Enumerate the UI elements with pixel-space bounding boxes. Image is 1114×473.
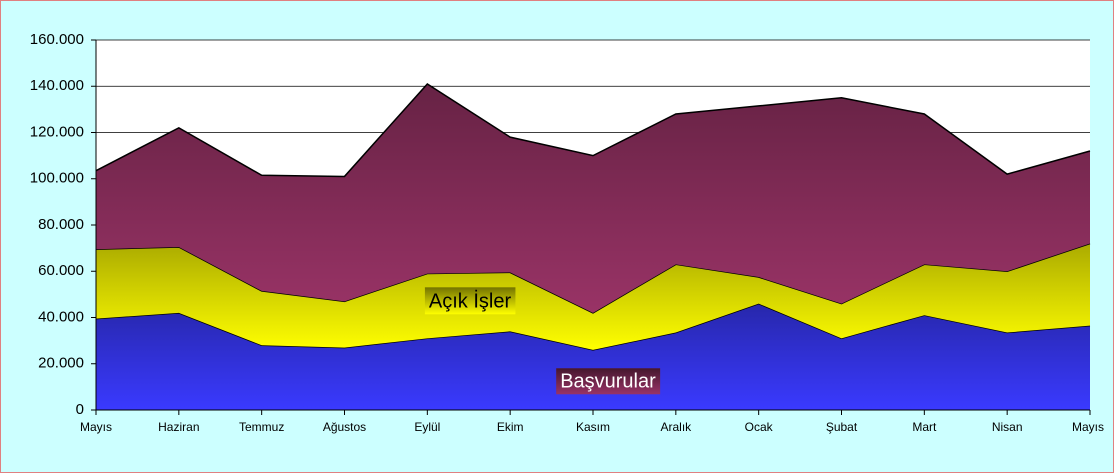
x-tick-label: Mayıs (1072, 420, 1104, 434)
x-tick-label: Ağustos (323, 420, 366, 434)
area-shade (96, 83, 1090, 313)
y-tick-label: 60.000 (38, 262, 84, 279)
x-tick-label: Şubat (826, 420, 858, 434)
area-line (95, 82, 1091, 178)
area-shade (96, 303, 1090, 410)
y-tick-label: 160.000 (30, 31, 84, 48)
y-tick-label: 100.000 (30, 170, 84, 187)
y-tick-label: 40.000 (38, 308, 84, 325)
series-label: Açık İşler (429, 289, 512, 312)
x-tick-label: Kasım (576, 420, 610, 434)
y-tick-label: 80.000 (38, 216, 84, 233)
y-tick-label: 20.000 (38, 355, 84, 372)
series-label-box-shade (556, 368, 661, 395)
x-tick-label: Mayıs (80, 420, 112, 434)
x-tick-label: Mart (912, 420, 937, 434)
y-tick-label: 0 (76, 401, 84, 418)
y-tick-label: 120.000 (30, 123, 84, 140)
y-tick-label: 140.000 (30, 77, 84, 94)
x-tick-label: Eylül (414, 420, 440, 434)
series-label-box-shade (424, 287, 516, 315)
x-tick-label: Ekim (497, 420, 524, 434)
x-tick-label: Temmuz (239, 420, 284, 434)
x-tick-label: Ocak (745, 420, 774, 434)
series-label: Başvurular (560, 370, 656, 392)
x-tick-label: Nisan (992, 420, 1023, 434)
x-tick-label: Haziran (158, 420, 199, 434)
x-tick-label: Aralık (660, 420, 692, 434)
area-shade (96, 243, 1090, 350)
